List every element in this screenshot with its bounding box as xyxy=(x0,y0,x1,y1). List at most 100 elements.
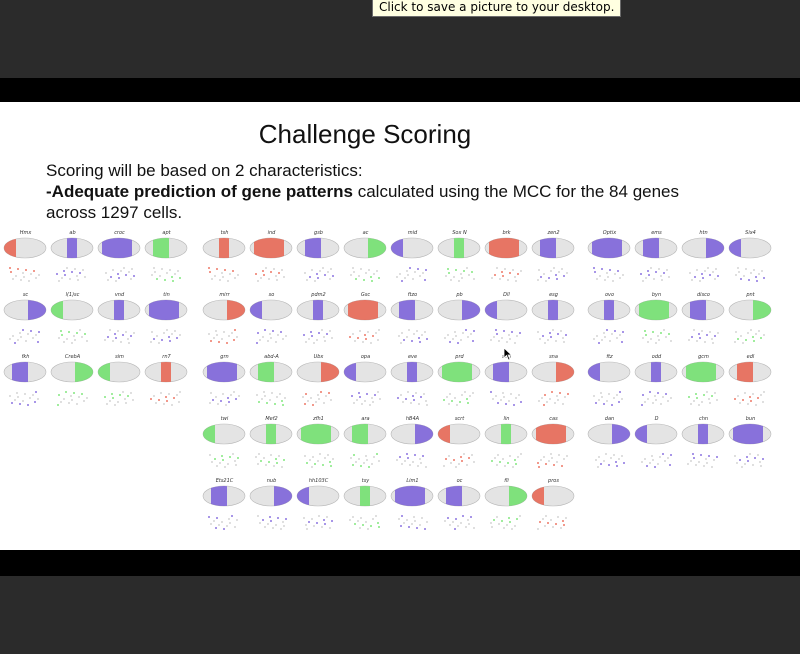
gene-thumbnail: Dll xyxy=(483,292,530,352)
gene-thumbnail: ftzo xyxy=(389,292,436,352)
embryo-expression-plot xyxy=(587,423,631,468)
gene-label: pnt xyxy=(746,292,755,298)
gene-label: sc xyxy=(22,292,29,298)
gene-thumbnail: cas xyxy=(530,416,577,476)
gene-thumbnail: D xyxy=(633,416,680,476)
embryo-expression-plot xyxy=(390,361,434,406)
gene-label: pros xyxy=(548,478,559,484)
embryo-expression-plot xyxy=(50,237,94,282)
letterbox-bottom xyxy=(0,550,800,576)
embryo-expression-plot xyxy=(437,361,481,406)
embryo-expression-plot xyxy=(296,237,340,282)
gene-label: twi xyxy=(220,416,229,422)
embryo-expression-plot xyxy=(249,237,293,282)
embryo-expression-plot xyxy=(390,237,434,282)
body-line-1: Scoring will be based on 2 characteristi… xyxy=(46,161,363,180)
gene-label: apt xyxy=(162,230,171,236)
gene-label: Hmx xyxy=(19,230,32,236)
gene-panel-left: Hmx ab croc apt sc l(1)sc vnd tin fkh CrebA sim rn7 xyxy=(2,230,190,410)
gene-thumbnail: Lim1 xyxy=(389,478,436,538)
embryo-expression-plot xyxy=(296,423,340,468)
embryo-expression-plot xyxy=(50,361,94,406)
gene-label: esg xyxy=(549,292,558,298)
gene-label: ac xyxy=(362,230,369,236)
gene-thumbnail: Mef2 xyxy=(248,416,295,476)
gene-label: tin xyxy=(163,292,170,298)
gene-thumbnail: sc xyxy=(2,292,49,352)
gene-thumbnail: hh103C xyxy=(295,478,342,538)
gene-thumbnail: so xyxy=(248,292,295,352)
gene-label: gsb xyxy=(314,230,323,236)
gene-label: ftz xyxy=(606,354,613,360)
gene-thumbnail: Optix xyxy=(586,230,633,290)
gene-thumbnail: ems xyxy=(633,230,680,290)
body-line-2-rest: calculated using the MCC for the 84 gene… xyxy=(352,182,680,201)
embryo-expression-plot xyxy=(296,485,340,530)
gene-label: ara xyxy=(361,416,370,422)
gene-thumbnail: pros xyxy=(530,478,577,538)
embryo-expression-plot xyxy=(484,361,528,406)
embryo-expression-plot xyxy=(202,237,246,282)
gene-thumbnail: odd xyxy=(633,354,680,414)
embryo-expression-plot xyxy=(437,237,481,282)
slide[interactable]: Challenge Scoring Scoring will be based … xyxy=(0,102,800,550)
gene-label: pdm2 xyxy=(311,292,326,298)
gene-label: D xyxy=(654,416,659,422)
mouse-pointer-icon xyxy=(503,347,513,361)
gene-label: shn xyxy=(502,354,511,360)
gene-label: eve xyxy=(407,354,418,360)
embryo-expression-plot xyxy=(634,423,678,468)
embryo-expression-plot xyxy=(728,423,772,468)
gene-label: Dll xyxy=(503,292,510,298)
gene-thumbnail: esg xyxy=(530,292,577,352)
embryo-expression-plot xyxy=(587,237,631,282)
gene-thumbnail: Hmx xyxy=(2,230,49,290)
gene-thumbnail: tsh xyxy=(201,230,248,290)
embryo-expression-plot xyxy=(634,237,678,282)
gene-thumbnail: lin xyxy=(483,416,530,476)
gene-panel-middle: tsh ind gsb ac mid Sox N brk zen2 mirr so pdm2 Gsc f… xyxy=(201,230,586,535)
viewer-bottom-area xyxy=(0,576,800,654)
gene-label: zfh1 xyxy=(313,416,324,422)
gene-label: oc xyxy=(456,478,463,484)
gene-thumbnail: ftz xyxy=(586,354,633,414)
gene-thumbnail: gsb xyxy=(295,230,342,290)
gene-thumbnail: prd xyxy=(436,354,483,414)
gene-label: tsy xyxy=(361,478,370,484)
embryo-expression-plot xyxy=(296,299,340,344)
gene-thumbnail: bun xyxy=(727,416,774,476)
embryo-expression-plot xyxy=(97,299,141,344)
gene-thumbnail: abd-A xyxy=(248,354,295,414)
embryo-expression-plot xyxy=(587,299,631,344)
gene-thumbnail: Ets21C xyxy=(201,478,248,538)
gene-thumbnail: disco xyxy=(680,292,727,352)
gene-label: sim xyxy=(115,354,124,360)
gene-thumbnail: grn xyxy=(201,354,248,414)
gene-thumbnail: eve xyxy=(389,354,436,414)
embryo-expression-plot xyxy=(728,237,772,282)
embryo-expression-plot xyxy=(343,423,387,468)
gene-thumbnail: zfh1 xyxy=(295,416,342,476)
gene-thumbnail: mirr xyxy=(201,292,248,352)
gene-label: disco xyxy=(697,292,710,298)
gene-label: l(1)sc xyxy=(65,292,80,298)
gene-thumbnail: nub xyxy=(248,478,295,538)
body-line-2: -Adequate prediction of gene patterns ca… xyxy=(46,181,786,202)
embryo-expression-plot xyxy=(728,299,772,344)
gene-label: hh103C xyxy=(308,478,329,484)
gene-label: Ubx xyxy=(313,354,324,360)
embryo-expression-plot xyxy=(3,361,47,406)
gene-label: htn xyxy=(699,230,708,236)
embryo-expression-plot xyxy=(3,237,47,282)
gene-thumbnail: apt xyxy=(143,230,190,290)
gene-thumbnail: ind xyxy=(248,230,295,290)
gene-thumbnail: fkh xyxy=(2,354,49,414)
embryo-expression-plot xyxy=(681,361,725,406)
gene-thumbnail: opa xyxy=(342,354,389,414)
gene-label: ovo xyxy=(604,292,615,298)
gene-thumbnail: shn xyxy=(483,354,530,414)
gene-label: fli xyxy=(504,478,509,484)
embryo-expression-plot xyxy=(144,299,188,344)
embryo-expression-plot xyxy=(531,299,575,344)
gene-label: zen2 xyxy=(547,230,560,236)
